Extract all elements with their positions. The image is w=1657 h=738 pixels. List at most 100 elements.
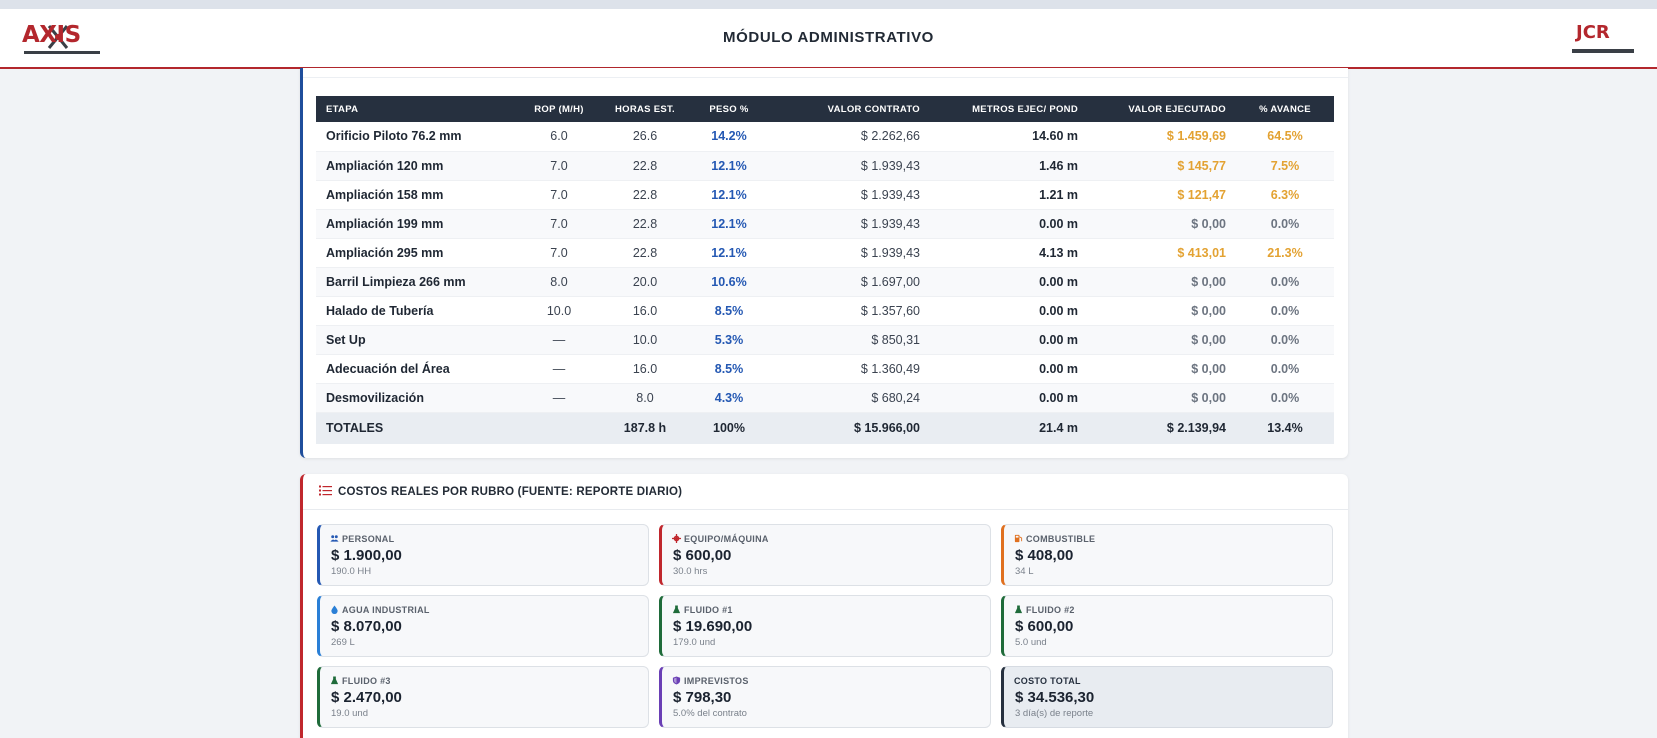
rop-cell: —	[516, 325, 602, 355]
avance-cell: 64.5%	[1236, 122, 1334, 152]
peso-cell: 12.1%	[688, 209, 770, 239]
metros-cell: 0.00 m	[930, 383, 1088, 413]
etapa-cell: Ampliación 199 mm	[316, 209, 516, 239]
etapa-cell: Ampliación 158 mm	[316, 180, 516, 210]
peso-cell: 12.1%	[688, 180, 770, 210]
valor-ejecutado-cell: $ 0,00	[1088, 267, 1236, 297]
rop-cell: —	[516, 383, 602, 413]
metros-cell: 1.46 m	[930, 151, 1088, 181]
cost-tile-label-wrap: IMPREVISTOS	[672, 676, 749, 686]
avance-cell: 7.5%	[1236, 151, 1334, 181]
table-row: Orificio Piloto 76.2 mm 6.0 26.6 14.2% $ 2.2…	[316, 122, 1334, 152]
valor-contrato-cell: $ 680,24	[770, 383, 930, 413]
horas-cell: 26.6	[602, 122, 688, 152]
cost-tile-sub: 190.0 HH	[331, 566, 372, 577]
peso-cell: 14.2%	[688, 122, 770, 152]
metros-cell: 4.13 m	[930, 238, 1088, 268]
cost-tile-value: $ 600,00	[1015, 618, 1074, 635]
horas-cell: 22.8	[602, 151, 688, 181]
col-peso: PESO %	[688, 96, 770, 122]
valor-ejecutado-cell: $ 413,01	[1088, 238, 1236, 268]
valor-ejecutado-cell: $ 1.459,69	[1088, 122, 1236, 152]
etapas-table: ETAPA ROP (M/H) HORAS EST. PESO % VALOR …	[316, 96, 1334, 444]
metros-cell: 1.21 m	[930, 180, 1088, 210]
jcr-logo-text: JCR	[1576, 22, 1610, 43]
cost-tile-label: EQUIPO/MÁQUINA	[684, 534, 769, 544]
page-title: MÓDULO ADMINISTRATIVO	[723, 29, 934, 46]
cost-tile-label-wrap: COSTO TOTAL	[1014, 676, 1081, 686]
flask-icon	[672, 605, 681, 614]
cost-tile: FLUIDO #1 $ 19.690,00 179.0 und	[659, 595, 991, 657]
peso-cell: 5.3%	[688, 325, 770, 355]
horas-cell: 22.8	[602, 180, 688, 210]
valor-contrato-cell: $ 1.360,49	[770, 354, 930, 384]
costos-title-wrap: COSTOS REALES POR RUBRO (FUENTE: REPORTE…	[319, 485, 682, 498]
axis-logo-bar	[24, 51, 100, 54]
valor-contrato-cell: $ 1.939,43	[770, 180, 930, 210]
flask-icon	[1014, 605, 1023, 614]
valor-contrato-cell: $ 2.262,66	[770, 122, 930, 152]
avance-cell: 0.0%	[1236, 209, 1334, 239]
etapa-cell: Orificio Piloto 76.2 mm	[316, 122, 516, 152]
totals-valor-ejecutado: $ 2.139,94	[1088, 412, 1236, 444]
valor-ejecutado-cell: $ 145,77	[1088, 151, 1236, 181]
valor-contrato-cell: $ 1.939,43	[770, 209, 930, 239]
flask-icon	[330, 676, 339, 685]
valor-ejecutado-cell: $ 0,00	[1088, 383, 1236, 413]
top-strip	[0, 0, 1657, 9]
cost-tile-sub: 34 L	[1015, 566, 1034, 577]
fuel-pump-icon	[1014, 534, 1023, 543]
etapas-body: Orificio Piloto 76.2 mm 6.0 26.6 14.2% $ 2.2…	[316, 122, 1334, 413]
metros-cell: 0.00 m	[930, 325, 1088, 355]
water-drop-icon	[331, 605, 338, 614]
totals-metros: 21.4 m	[930, 412, 1088, 444]
horas-cell: 8.0	[602, 383, 688, 413]
avance-cell: 0.0%	[1236, 325, 1334, 355]
cost-tile-label: FLUIDO #3	[342, 676, 391, 686]
table-row: Ampliación 199 mm 7.0 22.8 12.1% $ 1.939,43 0…	[316, 209, 1334, 239]
table-row: Adecuación del Área —16.0 8.5% $ 1.360,49 0.…	[316, 354, 1334, 384]
cost-tile-sub: 19.0 und	[331, 708, 368, 719]
valor-ejecutado-cell: $ 0,00	[1088, 296, 1236, 326]
totals-valor-contrato: $ 15.966,00	[770, 412, 930, 444]
cost-tile: AGUA INDUSTRIAL $ 8.070,00 269 L	[317, 595, 649, 657]
axis-logo-mark	[47, 25, 69, 49]
etapa-cell: Set Up	[316, 325, 516, 355]
avance-cell: 0.0%	[1236, 383, 1334, 413]
metros-cell: 14.60 m	[930, 122, 1088, 152]
cost-tile-value: $ 2.470,00	[331, 689, 402, 706]
rop-cell: 7.0	[516, 180, 602, 210]
cost-tile-label: COMBUSTIBLE	[1026, 534, 1096, 544]
cost-tile-label: AGUA INDUSTRIAL	[342, 605, 430, 615]
cost-tile-label-wrap: FLUIDO #1	[672, 605, 733, 615]
cost-tile-label-wrap: EQUIPO/MÁQUINA	[672, 534, 769, 544]
cost-tile-label-wrap: COMBUSTIBLE	[1014, 534, 1095, 544]
cost-tile: FLUIDO #3 $ 2.470,00 19.0 und	[317, 666, 649, 728]
etapas-header-row: ETAPA ROP (M/H) HORAS EST. PESO % VALOR …	[316, 96, 1334, 122]
costos-header: COSTOS REALES POR RUBRO (FUENTE: REPORTE…	[303, 474, 1348, 510]
metros-cell: 0.00 m	[930, 354, 1088, 384]
costos-card: COSTOS REALES POR RUBRO (FUENTE: REPORTE…	[300, 474, 1348, 738]
etapa-cell: Barril Limpieza 266 mm	[316, 267, 516, 297]
cost-tile-label: IMPREVISTOS	[684, 676, 749, 686]
cost-tile-value: $ 19.690,00	[673, 618, 753, 635]
valor-ejecutado-cell: $ 0,00	[1088, 325, 1236, 355]
jcr-logo: JCR	[1570, 22, 1638, 62]
costos-title: COSTOS REALES POR RUBRO (FUENTE: REPORTE…	[338, 486, 683, 498]
rop-cell: —	[516, 354, 602, 384]
totals-horas: 187.8 h	[602, 412, 688, 444]
cost-tile-value: $ 798,30	[673, 689, 732, 706]
table-row: Desmovilización —8.0 4.3% $ 680,24 0.00 m $ 0…	[316, 383, 1334, 413]
col-etapa: ETAPA	[316, 96, 516, 122]
metros-cell: 0.00 m	[930, 296, 1088, 326]
valor-contrato-cell: $ 850,31	[770, 325, 930, 355]
cost-tile-label: COSTO TOTAL	[1014, 676, 1081, 686]
table-row: Set Up —10.0 5.3% $ 850,31 0.00 m $ 0,00 0.0%	[316, 325, 1334, 355]
horas-cell: 22.8	[602, 209, 688, 239]
col-avance: % AVANCE	[1236, 96, 1334, 122]
table-row: Ampliación 295 mm 7.0 22.8 12.1% $ 1.939,43 4…	[316, 238, 1334, 268]
horas-cell: 20.0	[602, 267, 688, 297]
cost-tile-sub: 30.0 hrs	[673, 566, 708, 577]
etapa-cell: Adecuación del Área	[316, 354, 516, 384]
totals-label: TOTALES	[316, 412, 516, 444]
